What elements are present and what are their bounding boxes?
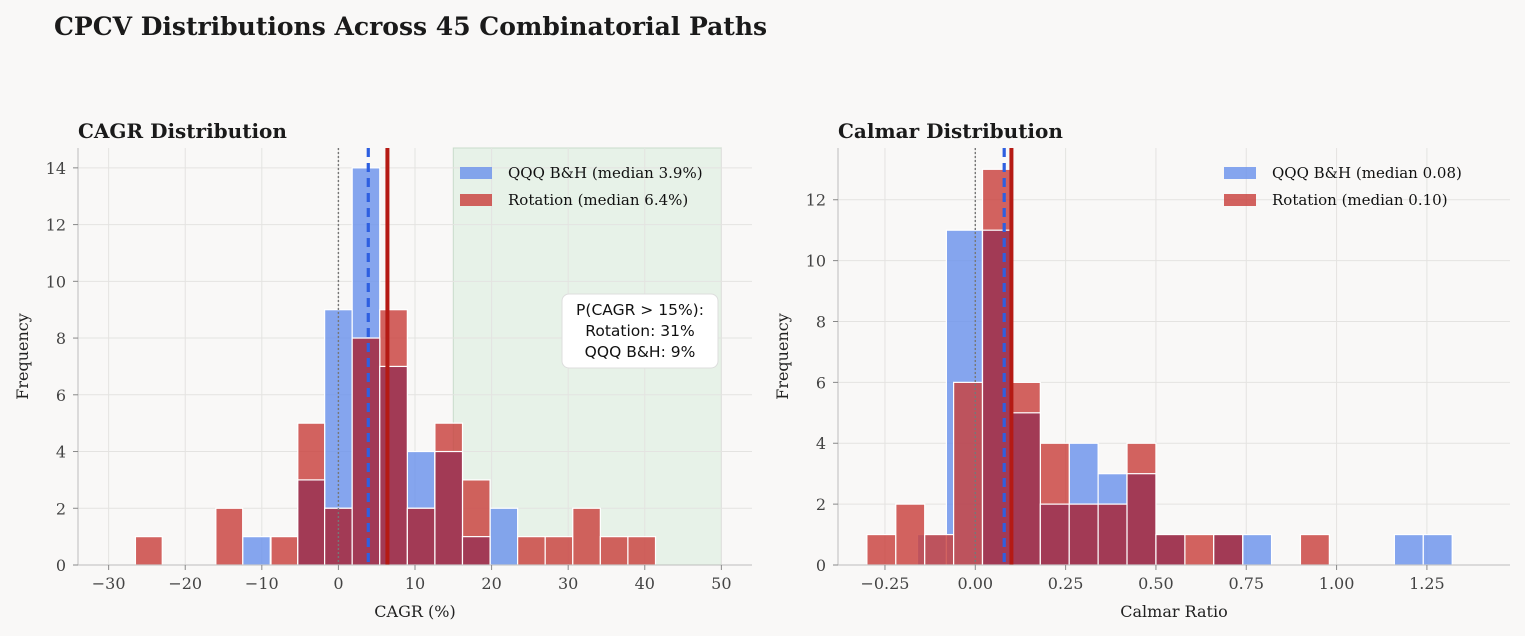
y-tick-label: 4 [816, 434, 826, 453]
rotation-bar [953, 381, 984, 566]
overlap-bar [1010, 412, 1041, 566]
y-tick-label: 6 [816, 373, 826, 392]
qqq-bar [489, 507, 519, 566]
rotation-bar [866, 533, 897, 566]
overlap-bar [1126, 473, 1157, 566]
panel-title: Calmar Distribution [838, 119, 1063, 143]
qqq-bar [1393, 533, 1424, 566]
qqq-bar [1422, 533, 1453, 566]
y-tick-label: 0 [56, 556, 66, 575]
legend-label: QQQ B&H (median 0.08) [1272, 164, 1462, 182]
overlap-bar [297, 479, 326, 566]
legend-swatch [460, 194, 492, 206]
x-tick-label: 1.00 [1319, 574, 1355, 593]
y-tick-label: 12 [46, 216, 66, 235]
rotation-bar [572, 507, 601, 566]
rotation-bar [1299, 533, 1330, 566]
annotation-line: Rotation: 31% [585, 322, 694, 340]
overlap-bar [1039, 503, 1070, 566]
x-tick-label: 0.00 [957, 574, 993, 593]
overlap-bar [1068, 503, 1099, 566]
y-tick-label: 2 [56, 499, 66, 518]
y-tick-label: 2 [816, 495, 826, 514]
rotation-bar [895, 503, 926, 566]
y-tick-label: 8 [56, 329, 66, 348]
rotation-bar [270, 536, 299, 566]
calmar-panel: Calmar Distribution −0.25 0.00 0.25 0.50 0.75… [773, 119, 1510, 621]
rotation-bar [134, 536, 163, 566]
x-tick-label: 1.25 [1409, 574, 1445, 593]
overlap-bar [1213, 533, 1244, 566]
overlap-bar [981, 229, 1013, 566]
x-tick-label: 0.75 [1228, 574, 1264, 593]
legend: QQQ B&H (median 3.9%) Rotation (median 6.… [460, 164, 703, 209]
overlap-bar [1155, 533, 1186, 566]
y-tick-label: 12 [806, 191, 826, 210]
x-tick-label: −10 [245, 574, 279, 593]
x-axis-label: CAGR (%) [374, 602, 455, 621]
rotation-bar [215, 507, 244, 566]
overlap-bar [461, 536, 491, 566]
y-tick-label: 10 [806, 252, 826, 271]
rotation-bar [924, 533, 955, 566]
legend-swatch [1224, 194, 1256, 206]
legend: QQQ B&H (median 0.08) Rotation (median 0.… [1224, 164, 1462, 209]
y-tick-label: 4 [56, 443, 66, 462]
y-tick-label: 10 [46, 272, 66, 291]
rotation-bar [599, 536, 629, 566]
x-tick-label: 0.50 [1138, 574, 1174, 593]
y-tick-label: 8 [816, 312, 826, 331]
x-tick-label: 0.25 [1048, 574, 1084, 593]
y-tick-label: 14 [46, 159, 66, 178]
x-tick-label: 30 [558, 574, 578, 593]
x-axis-label: Calmar Ratio [1120, 602, 1227, 621]
panel-title: CAGR Distribution [78, 119, 287, 143]
y-axis-label: Frequency [13, 313, 32, 400]
overlap-bar [379, 365, 408, 566]
y-axis-label: Frequency [773, 313, 792, 400]
overlap-bar [406, 507, 436, 566]
annotation-line: P(CAGR > 15%): [576, 301, 704, 319]
rotation-bar [517, 536, 546, 566]
x-tick-label: 20 [481, 574, 501, 593]
x-tick-label: 50 [711, 574, 731, 593]
rotation-bar [627, 536, 657, 566]
x-tick-label: −20 [168, 574, 202, 593]
figure-title: CPCV Distributions Across 45 Combinatori… [54, 12, 767, 41]
rotation-bar [1184, 533, 1215, 566]
overlap-bar [1097, 503, 1128, 566]
legend-swatch [1224, 167, 1256, 179]
legend-swatch [460, 167, 492, 179]
x-tick-label: 40 [635, 574, 655, 593]
probability-annotation: P(CAGR > 15%): Rotation: 31% QQQ B&H: 9% [561, 293, 719, 369]
qqq-bar [1242, 533, 1273, 566]
x-tick-label: −0.25 [860, 574, 909, 593]
y-tick-label: 6 [56, 386, 66, 405]
overlap-bar [351, 337, 381, 566]
legend-label: QQQ B&H (median 3.9%) [508, 164, 703, 182]
y-tick-label: 0 [816, 556, 826, 575]
rotation-bar [544, 536, 574, 566]
x-tick-label: −30 [92, 574, 126, 593]
legend-label: Rotation (median 6.4%) [508, 191, 688, 209]
overlap-bar [434, 450, 464, 566]
annotation-box [561, 293, 719, 369]
qqq-bar [242, 536, 271, 566]
cagr-panel: CAGR Distribution −30 −20 −10 0 10 20 30 40 50 0 2 4… [13, 119, 752, 621]
x-tick-label: 0 [333, 574, 343, 593]
x-tick-label: 10 [405, 574, 425, 593]
annotation-line: QQQ B&H: 9% [585, 343, 696, 361]
legend-label: Rotation (median 0.10) [1272, 191, 1448, 209]
